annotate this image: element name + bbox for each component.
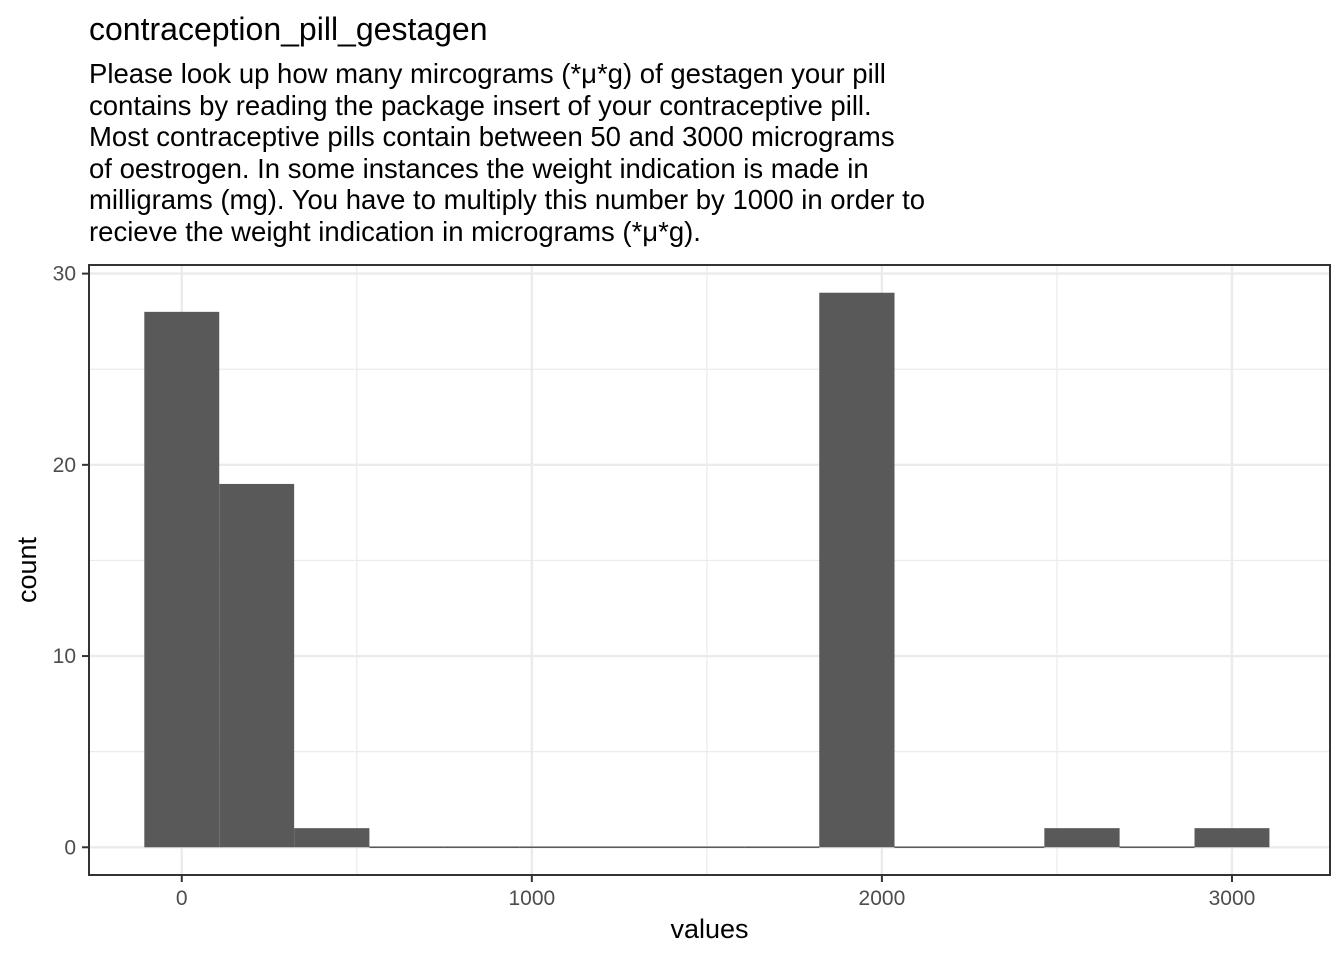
plot-border bbox=[88, 264, 1331, 876]
x-tick-label: 0 bbox=[176, 887, 188, 910]
histogram-bar bbox=[819, 292, 895, 848]
histogram-bar bbox=[219, 483, 295, 848]
y-tick-label: 20 bbox=[53, 454, 76, 477]
subtitle-line: of oestrogen. In some instances the weig… bbox=[89, 152, 869, 184]
x-tick-label: 1000 bbox=[508, 887, 555, 910]
chart-title: contraception_pill_gestagen bbox=[89, 11, 488, 47]
x-tick-label: 3000 bbox=[1209, 887, 1256, 910]
subtitle-line: contains by reading the package insert o… bbox=[89, 89, 872, 121]
y-axis-title: count bbox=[12, 536, 42, 603]
chart-subtitle: Please look up how many mircograms (*μ*g… bbox=[89, 58, 1189, 247]
subtitle-line: milligrams (mg). You have to multiply th… bbox=[89, 184, 926, 215]
histogram-bar bbox=[294, 828, 370, 848]
histogram-bar bbox=[144, 311, 220, 848]
y-tick-label: 0 bbox=[64, 836, 76, 859]
subtitle-line: recieve the weight indication in microgr… bbox=[89, 215, 701, 247]
subtitle-line: Most contraceptive pills contain between… bbox=[89, 121, 895, 152]
histogram-bar bbox=[1194, 828, 1270, 848]
plot-panel bbox=[89, 265, 1330, 875]
bars bbox=[144, 292, 1270, 849]
x-axis-title: values bbox=[670, 914, 748, 944]
axes: 0 1000 2000 3000 0 10 20 30 bbox=[53, 263, 1256, 910]
x-tick-label: 2000 bbox=[859, 887, 906, 910]
y-tick-label: 30 bbox=[53, 263, 76, 286]
subtitle-line: Please look up how many mircograms (*μ*g… bbox=[89, 58, 886, 89]
y-tick-label: 10 bbox=[53, 645, 76, 668]
histogram-bar bbox=[1044, 828, 1120, 848]
